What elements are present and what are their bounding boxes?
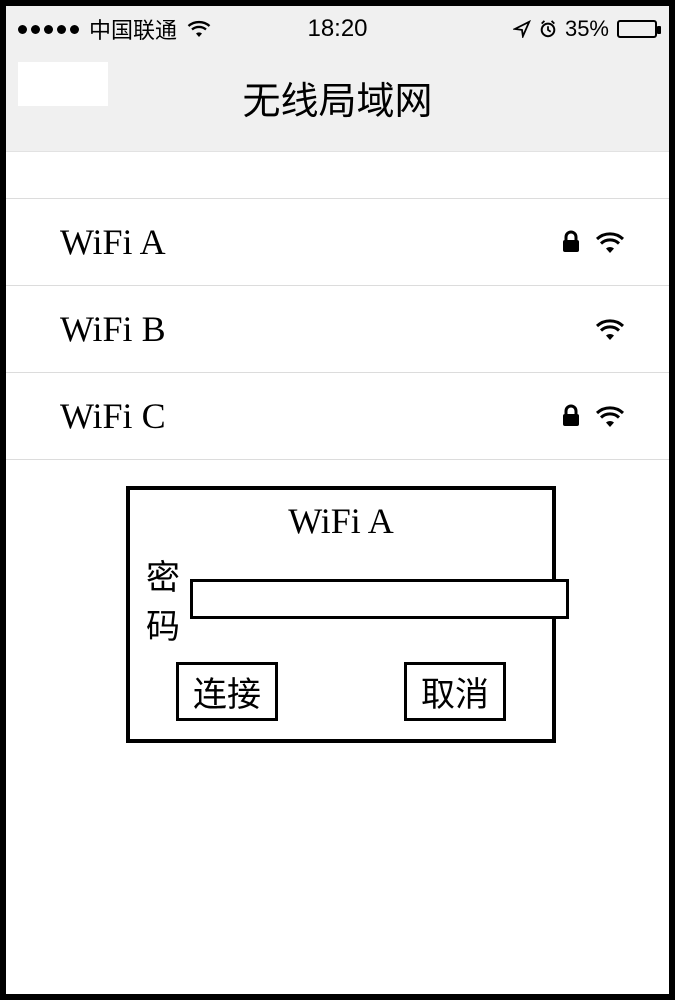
battery-icon: [617, 20, 657, 38]
wifi-row[interactable]: WiFi A: [6, 198, 669, 285]
dialog-title: WiFi A: [146, 500, 536, 542]
row-icons: [561, 221, 625, 263]
page-header: 无线局域网: [6, 52, 669, 152]
wifi-name: WiFi C: [60, 395, 561, 437]
wifi-icon: [595, 308, 625, 350]
password-dialog: WiFi A 密码 连接 取消: [126, 486, 556, 743]
wifi-icon: [595, 395, 625, 437]
status-bar: 中国联通 18:20 35%: [6, 6, 669, 52]
signal-dots: [18, 25, 79, 34]
alarm-icon: [539, 20, 557, 38]
status-right: 35%: [513, 16, 657, 42]
password-label: 密码: [146, 550, 180, 648]
wifi-name: WiFi B: [60, 308, 595, 350]
device-frame: 中国联通 18:20 35%: [0, 0, 675, 1000]
lock-icon: [561, 395, 581, 437]
connect-button[interactable]: 连接: [176, 662, 278, 721]
wifi-row[interactable]: WiFi B: [6, 285, 669, 372]
password-input[interactable]: [190, 579, 569, 619]
password-row: 密码: [146, 550, 536, 648]
wifi-name: WiFi A: [60, 221, 561, 263]
row-icons: [595, 308, 625, 350]
wifi-list: WiFi A WiFi B: [6, 198, 669, 460]
location-icon: [513, 20, 531, 38]
wifi-icon: [187, 20, 211, 38]
lock-icon: [561, 221, 581, 263]
wifi-icon: [595, 221, 625, 263]
wifi-row[interactable]: WiFi C: [6, 372, 669, 460]
row-icons: [561, 395, 625, 437]
battery-percent: 35%: [565, 16, 609, 42]
dialog-buttons: 连接 取消: [146, 662, 536, 721]
carrier-label: 中国联通: [89, 13, 177, 45]
cancel-button[interactable]: 取消: [404, 662, 506, 721]
back-button-placeholder[interactable]: [18, 62, 108, 106]
